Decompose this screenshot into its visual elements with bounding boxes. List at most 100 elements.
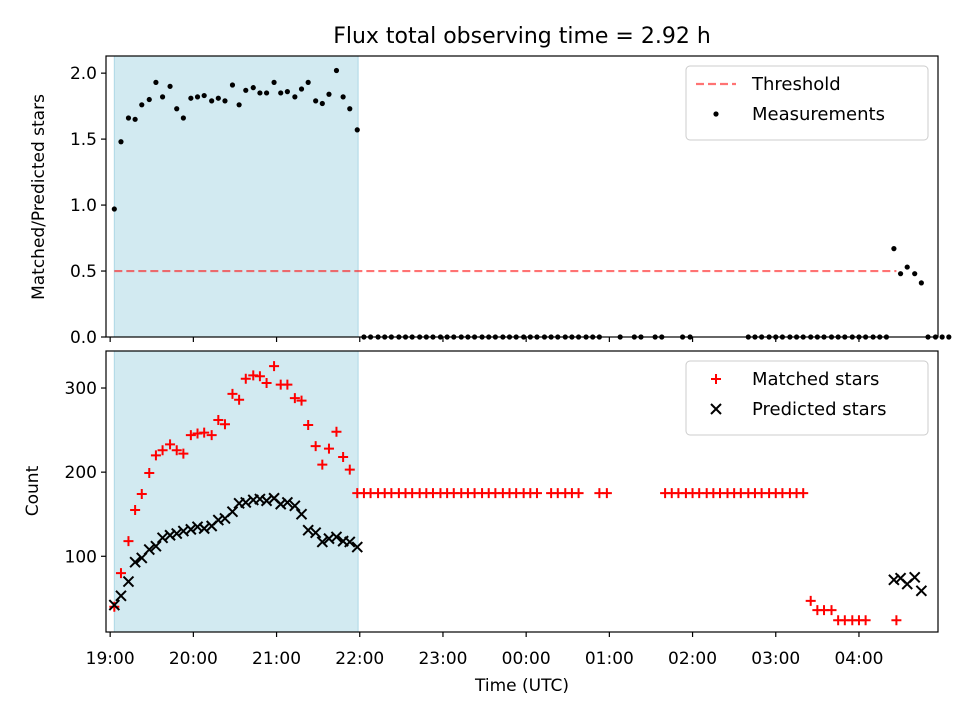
matched-point: [157, 445, 168, 456]
data-point: [153, 79, 159, 85]
matched-point: [150, 450, 161, 461]
data-point: [146, 96, 152, 103]
data-point: [125, 115, 132, 121]
matched-point: [338, 452, 349, 463]
matched-point: [165, 439, 176, 450]
data-point: [139, 102, 145, 108]
predicted-point: [888, 574, 900, 586]
matched-point: [282, 379, 293, 390]
matched-point: [136, 489, 147, 500]
chart-title: Flux total observing time = 2.92 h: [333, 24, 711, 49]
matched-point: [171, 445, 182, 456]
y-tick-label: 1.5: [70, 130, 97, 150]
data-point: [201, 92, 207, 99]
matched-point: [798, 488, 809, 499]
data-point: [180, 115, 186, 121]
predicted-point: [351, 541, 363, 553]
observing-window-shade-top: [113, 56, 359, 337]
data-point: [236, 102, 242, 108]
data-point: [257, 90, 263, 96]
data-point: [946, 334, 952, 340]
x-tick-label: 01:00: [585, 649, 634, 669]
y-tick-label: 300: [65, 379, 97, 399]
data-point: [347, 106, 353, 112]
data-point: [912, 271, 918, 277]
legend-label: Predicted stars: [752, 399, 886, 420]
predicted-point: [908, 571, 921, 584]
matched-point: [130, 505, 141, 516]
ratio-panel-legend: Threshold Measurements: [685, 65, 929, 141]
predicted-point: [150, 540, 162, 552]
predicted-point: [302, 524, 314, 536]
ratio-panel-ylabel: Matched/Predicted stars: [29, 94, 49, 300]
matched-point: [310, 441, 321, 452]
data-point: [278, 90, 284, 96]
observing-window-shade: [114, 351, 359, 632]
data-point: [243, 87, 249, 93]
ratio-panel-frame: [105, 55, 939, 338]
data-point: [209, 98, 215, 104]
matched-point: [234, 394, 245, 405]
predicted-point: [156, 532, 169, 544]
predicted-point: [129, 556, 141, 568]
predicted-point: [309, 527, 322, 539]
data-point: [167, 83, 173, 89]
x-axis-ticks: 19:00 20:00 21:00 22:00 23:00 00:00 01:00 02:00…: [86, 649, 884, 669]
data-point: [111, 206, 117, 212]
predicted-point: [164, 529, 176, 541]
predicted-point: [344, 536, 356, 548]
data-point: [271, 79, 277, 85]
ratio-panel: 0.00.51.01.52.0 Matched/Predicted stars …: [29, 55, 952, 348]
legend-marker: [710, 403, 722, 415]
count-panel: 100 200 300 Count Matched stars Predicted s…: [23, 350, 939, 637]
predicted-point: [260, 495, 273, 507]
legend-box: [685, 65, 929, 141]
observing-window-shade: [114, 56, 359, 337]
matched-point: [303, 420, 314, 431]
predicted-point: [295, 508, 308, 520]
x-tick-label: 04:00: [834, 649, 883, 669]
predicted-point: [115, 590, 127, 602]
data-point: [222, 98, 228, 104]
matched-point: [213, 414, 224, 425]
legend-marker: [711, 374, 721, 384]
predicted-point: [240, 496, 252, 509]
matched-point: [323, 443, 334, 454]
data-point: [326, 91, 332, 97]
matched-point: [206, 430, 217, 441]
data-point: [918, 280, 924, 286]
data-point: [263, 90, 270, 96]
matched-point: [240, 373, 251, 384]
x-tick-label: 22:00: [335, 649, 384, 669]
matched-point: [254, 371, 265, 382]
observing-window-shade-bottom: [113, 351, 359, 632]
data-point: [305, 79, 311, 85]
count-series: [108, 361, 928, 626]
predicted-point: [316, 536, 329, 548]
matched-point: [331, 426, 342, 437]
data-point: [313, 98, 319, 104]
measurements-series: [111, 67, 952, 340]
predicted-point: [275, 498, 287, 510]
x-axis-label: Time (UTC): [474, 676, 569, 696]
y-tick-label: 100: [65, 547, 97, 567]
data-point: [229, 82, 236, 88]
predicted-point: [191, 521, 204, 533]
x-tick-label: 03:00: [751, 649, 800, 669]
y-tick-label: 2.0: [70, 64, 97, 84]
data-point: [298, 86, 305, 92]
data-point: [118, 139, 124, 145]
matched-point: [573, 488, 584, 499]
data-point: [174, 106, 180, 112]
data-point: [250, 85, 256, 91]
data-point: [132, 116, 138, 122]
predicted-point: [915, 585, 928, 597]
matched-point: [289, 393, 300, 404]
x-tick-label: 20:00: [169, 649, 218, 669]
count-panel-ylabel: Count: [23, 465, 43, 516]
y-tick-label: 200: [65, 463, 97, 483]
matched-point: [601, 488, 612, 499]
y-tick-label: 1.0: [70, 196, 97, 216]
matched-point: [123, 536, 134, 547]
matched-point: [805, 595, 816, 606]
